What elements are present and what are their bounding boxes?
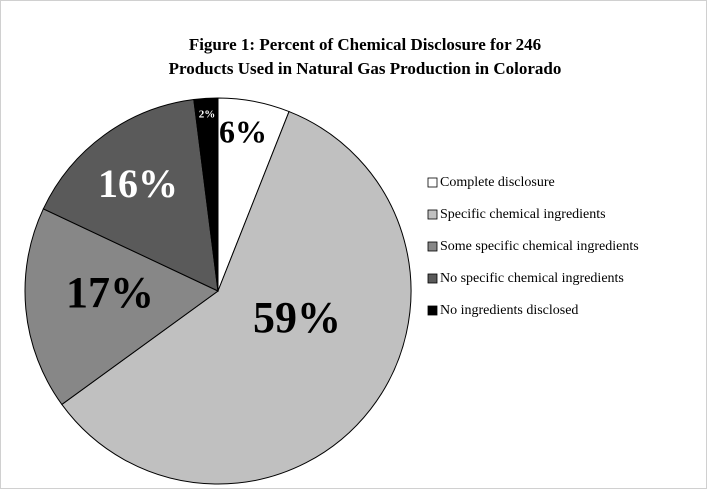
data-label: 59%: [253, 293, 341, 342]
legend-swatch: [427, 241, 438, 252]
pie-slice: [42, 98, 219, 292]
legend-swatch: [427, 305, 438, 316]
legend-label: Some specific chemical ingredients: [440, 239, 639, 254]
legend-swatch: [427, 177, 438, 188]
pie-slice: [193, 97, 219, 292]
legend-swatch: [427, 273, 438, 284]
chart-title: Products Used in Natural Gas Production …: [169, 59, 562, 78]
legend-swatch: [427, 209, 438, 220]
data-label: 6%: [219, 113, 267, 149]
data-label: 17%: [66, 268, 154, 317]
data-label: 2%: [199, 109, 216, 121]
pie-slice: [24, 208, 219, 406]
data-label: 16%: [98, 161, 178, 206]
legend-label: Complete disclosure: [440, 175, 555, 190]
legend-label: No specific chemical ingredients: [440, 271, 624, 286]
chart-title: Figure 1: Percent of Chemical Disclosure…: [189, 35, 541, 54]
pie-slice: [61, 110, 412, 485]
legend-label: Specific chemical ingredients: [440, 207, 606, 222]
legend-label: No ingredients disclosed: [440, 303, 578, 318]
